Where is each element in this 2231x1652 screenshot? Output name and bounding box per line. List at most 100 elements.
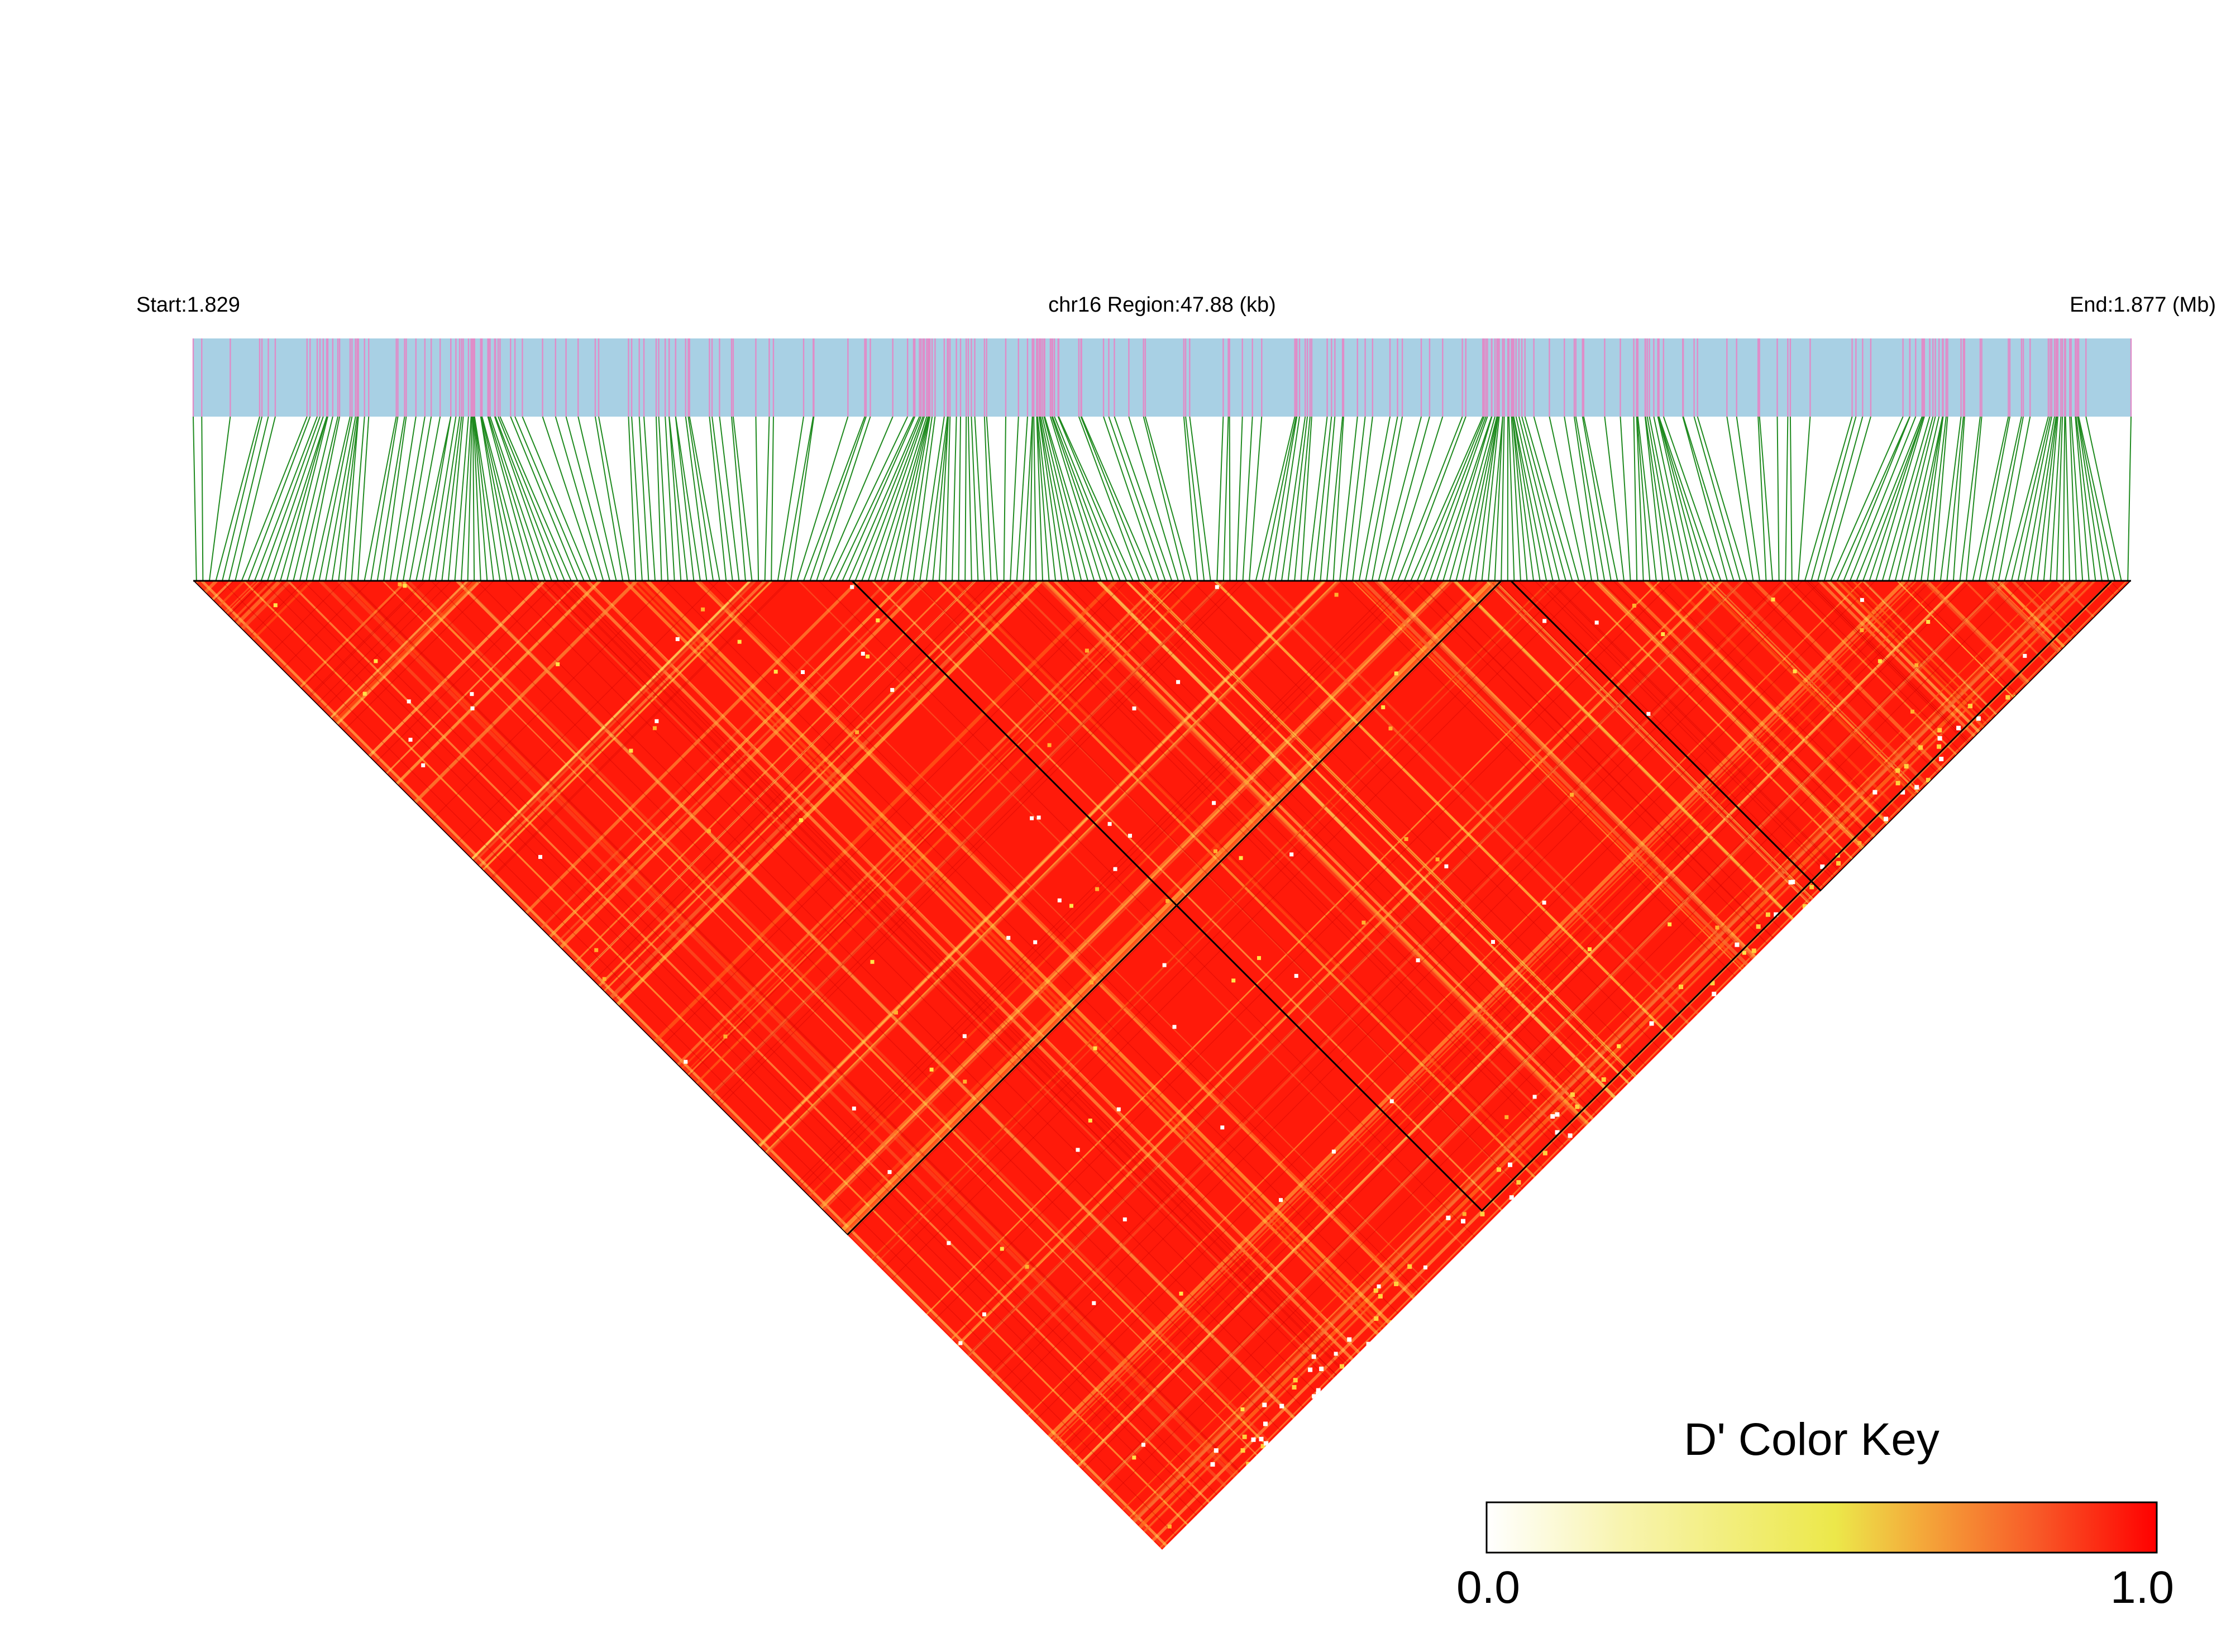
ld-speckle	[799, 818, 803, 822]
ld-speckle	[1294, 974, 1298, 978]
ld-speckle	[1463, 1212, 1466, 1216]
ld-edge-cell	[1543, 1151, 1547, 1156]
ld-speckle	[1715, 925, 1719, 929]
ld-edge-cell	[1312, 1354, 1316, 1359]
ld-edge-cell	[1650, 1021, 1654, 1026]
ld-speckle	[1214, 849, 1217, 853]
ld-speckle	[963, 1080, 967, 1083]
ld-speckle	[1940, 771, 1944, 775]
ld-speckle	[852, 1106, 856, 1110]
ld-speckle	[403, 584, 407, 588]
ld-speckle	[1123, 1217, 1127, 1221]
ld-speckle	[1117, 1107, 1121, 1111]
ld-edge-cell	[1872, 790, 1877, 795]
ld-speckle	[684, 1060, 687, 1064]
snp-connector	[628, 417, 636, 581]
snp-connector	[293, 417, 333, 581]
ld-speckle	[676, 637, 680, 641]
ld-speckle	[1176, 680, 1180, 684]
ld-speckle	[1095, 887, 1099, 891]
snp-connector	[1790, 417, 1792, 581]
ld-speckle	[1179, 1292, 1183, 1296]
snp-connector	[1979, 417, 2010, 581]
ld-edge-cell	[1263, 1422, 1268, 1426]
ld-stripe	[1965, 581, 2231, 1586]
ld-stripe	[1991, 581, 2231, 1586]
snp-connector	[1634, 417, 1637, 581]
ld-edge-cell	[1340, 1364, 1344, 1369]
ld-speckle	[1860, 628, 1864, 632]
ld-edge-cell	[1255, 1457, 1259, 1462]
snp-connector	[732, 417, 746, 581]
ld-speckle	[1926, 620, 1930, 624]
snp-connector	[1902, 417, 1939, 581]
ld-edge-cell	[1712, 992, 1716, 996]
ld-edge-cell	[1480, 1212, 1484, 1216]
ld-stripe	[0, 581, 290, 1586]
ld-edge-cell	[1914, 785, 1919, 790]
snp-connector	[280, 417, 327, 581]
snp-connector	[1534, 417, 1579, 581]
ld-stripe-dark	[0, 581, 275, 1586]
ld-edge-cell	[1214, 1448, 1219, 1453]
ld-speckle	[603, 977, 606, 981]
ld-speckle	[1595, 620, 1599, 624]
ld-speckle	[1533, 1095, 1537, 1099]
ld-edge-cell	[1939, 757, 1943, 761]
ld-speckle	[409, 738, 413, 742]
snp-connector	[481, 417, 507, 581]
ld-edge-cell	[1211, 1462, 1215, 1467]
ld-speckle	[866, 655, 870, 658]
ld-speckle	[894, 1011, 898, 1015]
snp-connector	[791, 417, 814, 581]
start-label: Start:1.829	[136, 293, 240, 317]
ld-speckle	[1436, 857, 1440, 861]
ld-speckle	[1332, 1150, 1336, 1154]
snp-connector	[1217, 417, 1223, 581]
ld-speckle	[1025, 1265, 1029, 1269]
ld-speckle	[629, 749, 633, 753]
ld-edge-cell	[1374, 1288, 1378, 1293]
ld-speckle	[1114, 867, 1117, 871]
ld-stripe-dark	[0, 581, 305, 1586]
ld-speckle	[1394, 671, 1398, 675]
snp-connector	[595, 417, 623, 581]
snp-connector	[965, 417, 966, 581]
ld-speckle	[982, 1312, 986, 1316]
snp-connector	[1269, 417, 1297, 581]
ld-edge-cell	[1937, 728, 1942, 733]
snp-connector	[1256, 417, 1295, 581]
snp-connector	[1863, 417, 1923, 581]
ld-speckle	[850, 585, 854, 589]
ld-speckle	[1423, 1266, 1427, 1269]
snp-connector	[1604, 417, 1624, 581]
snp-connector	[1282, 417, 1305, 581]
ld-edge-cell	[1378, 1294, 1383, 1298]
ld-speckle	[738, 640, 742, 644]
ld-speckle	[1033, 940, 1037, 944]
region-label: chr16 Region:47.88 (kb)	[1048, 293, 1276, 317]
ld-speckle	[407, 699, 411, 703]
ld-edge-cell	[1516, 1180, 1521, 1185]
ld-stripe	[1988, 581, 2231, 1586]
snp-connector	[836, 417, 914, 581]
ld-speckle	[1085, 649, 1089, 653]
ld-speckle	[1128, 834, 1132, 838]
ld-stripe	[2013, 581, 2231, 1586]
ld-stripe	[0, 581, 280, 1586]
snp-connector	[1992, 417, 2023, 581]
snp-connector	[1034, 417, 1036, 581]
ld-speckle	[1878, 659, 1882, 663]
snp-connector	[2076, 417, 2096, 581]
ld-speckle	[653, 726, 657, 730]
ld-speckle	[1279, 1198, 1283, 1202]
ld-edge-cell	[1568, 1133, 1573, 1138]
ld-speckle	[1668, 923, 1671, 927]
ld-speckle	[876, 618, 880, 622]
snp-connector	[202, 417, 203, 581]
snp-connector	[887, 417, 928, 581]
snp-connector	[2066, 417, 2070, 581]
ld-speckle	[1058, 899, 1062, 903]
snp-connector	[482, 417, 526, 581]
